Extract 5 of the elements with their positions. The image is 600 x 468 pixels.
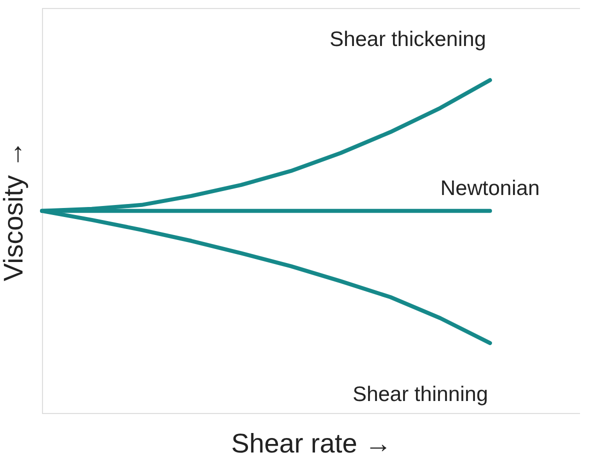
y-axis-title: Viscosity →	[0, 140, 28, 282]
series-label: Newtonian	[440, 176, 540, 200]
series-label: Shear thinning	[352, 383, 488, 406]
x-axis-title: Shear rate →	[231, 428, 392, 458]
series-label: Shear thickening	[330, 28, 486, 52]
